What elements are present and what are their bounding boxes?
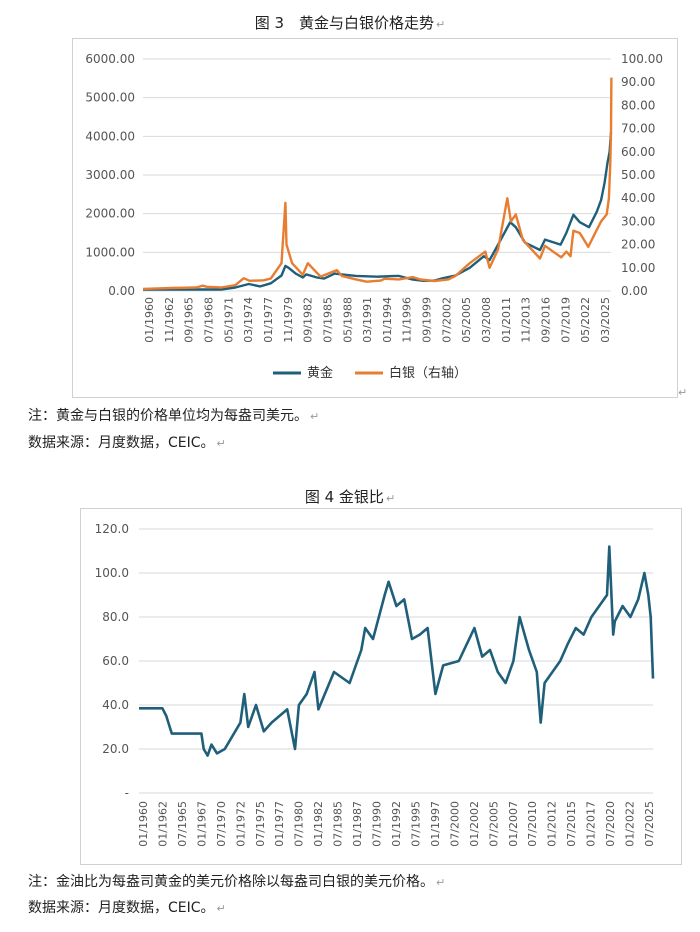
chart2-x-tick-8: 07/1980 [293,801,306,847]
chart2-x-tick-7: 01/1977 [273,801,286,847]
chart1-note: 注：黄金与白银的价格单位均为每盎司美元。 ↵ [28,408,320,424]
gold-silver-price-chart: 0.00 1000.00 2000.00 3000.00 4000.00 5000.00 6… [85,52,663,381]
chart2-y-tick-2: 40.0 [102,698,129,712]
chart2-note: 注：金油比为每盎司黄金的美元价格除以每盎司白银的美元价格。 ↵ [28,874,446,890]
ratio-series-line [139,545,655,757]
chart1-x-tick-8: 09/1982 [302,297,315,343]
chart1-caption: 图 3 黄金与白银价格走势 ↵ [254,14,446,32]
chart1-left-tick-1: 1000.00 [85,245,135,259]
chart2-y-tick-5: 100.0 [95,566,129,580]
chart2-x-tick-12: 07/1990 [371,801,384,847]
chart2-source: 数据来源：月度数据，CEIC。 ↵ [28,900,226,916]
chart2-x-tick-26: 07/2025 [643,801,656,847]
chart2-x-tick-24: 07/2020 [604,801,617,847]
chart1-x-tick-19: 11/2013 [520,297,533,343]
chart2-y-tick-4: 80.0 [102,610,129,624]
chart2-x-tick-4: 07/1970 [215,801,228,847]
chart1-right-tick-6: 60.00 [621,145,655,159]
chart2-y-tick-0: - [125,786,129,800]
chart2-x-tick-11: 01/1987 [351,801,364,847]
chart1-x-tick-5: 03/1974 [242,297,255,343]
chart2-x-tick-3: 01/1967 [195,801,208,847]
chart1-left-tick-4: 4000.00 [85,129,135,143]
chart1-x-tick-3: 07/1968 [202,297,215,343]
chart1-left-tick-6: 6000.00 [85,52,135,66]
chart1-x-tick-1: 11/1962 [163,297,176,343]
chart1-right-tick-0: 0.00 [621,284,648,298]
chart1-right-tick-2: 20.00 [621,238,655,252]
chart2-caption: 图 4 金银比 ↵ [304,488,396,506]
chart2-x-tick-9: 01/1982 [312,801,325,847]
chart1-x-tick-2: 09/1965 [183,297,196,343]
chart2-x-tick-14: 07/1995 [409,801,422,847]
chart1-right-tick-9: 90.00 [621,75,655,89]
chart1-right-tick-5: 50.00 [621,168,655,182]
chart1-right-tick-7: 70.00 [621,122,655,136]
chart1-right-tick-8: 80.00 [621,98,655,112]
chart1-x-tick-17: 03/2008 [480,297,493,343]
chart1-x-tick-13: 11/1996 [401,297,414,343]
chart2-x-tick-0: 01/1960 [137,801,150,847]
chart2-x-tick-5: 01/1972 [234,801,247,847]
return-mark: ↵ [678,386,688,399]
chart1-x-tick-4: 05/1971 [222,297,235,343]
chart1-x-tick-6: 01/1977 [262,297,275,343]
chart2-frame: - 20.0 40.0 60.0 80.0 100.0 120.0 01/1960 01/196… [80,508,682,865]
chart1-x-tick-10: 05/1988 [341,297,354,343]
chart2-y-tick-6: 120.0 [95,522,129,536]
chart1-right-tick-3: 30.00 [621,214,655,228]
chart1-left-tick-0: 0.00 [108,284,135,298]
chart2-y-tick-1: 20.0 [102,742,129,756]
chart1-source: 数据来源：月度数据，CEIC。 ↵ [28,435,226,451]
chart1-x-tick-21: 07/2019 [559,297,572,343]
chart2-x-tick-19: 01/2007 [507,801,520,847]
chart1-x-tick-23: 03/2025 [599,297,612,343]
chart2-x-tick-10: 07/1985 [332,801,345,847]
gold-series-line [142,132,613,291]
legend-gold-label: 黄金 [307,365,333,381]
chart2-x-tick-2: 07/1965 [176,801,189,847]
chart2-x-tick-13: 01/1992 [390,801,403,847]
chart2-x-tick-6: 07/1975 [254,801,267,847]
chart1-x-tick-16: 05/2005 [460,297,473,343]
gold-silver-ratio-chart: - 20.0 40.0 60.0 80.0 100.0 120.0 01/1960 01/196… [95,522,656,847]
chart1-x-tick-18: 01/2011 [500,297,513,343]
chart1-x-tick-9: 07/1985 [321,297,334,343]
chart2-x-tick-15: 01/1997 [429,801,442,847]
chart1-x-tick-14: 09/1999 [421,297,434,343]
chart2-x-tick-23: 01/2017 [585,801,598,847]
chart2-x-tick-21: 01/2012 [546,801,559,847]
legend-silver-label: 白银（右轴） [389,365,467,381]
chart2-x-tick-25: 01/2022 [624,801,637,847]
chart1-x-tick-11: 03/1991 [361,297,374,343]
chart1-left-tick-5: 5000.00 [85,91,135,105]
chart2-x-tick-22: 07/2015 [565,801,578,847]
chart1-left-tick-3: 3000.00 [85,168,135,182]
chart2-x-tick-18: 07/2005 [487,801,500,847]
chart2-y-tick-3: 60.0 [102,654,129,668]
chart1-x-tick-0: 01/1960 [143,297,156,343]
chart2-x-tick-20: 07/2010 [526,801,539,847]
chart1-x-tick-22: 05/2022 [579,297,592,343]
chart1-x-tick-20: 09/2016 [540,297,553,343]
chart1-x-tick-12: 01/1994 [381,297,394,343]
chart2-x-tick-17: 01/2002 [468,801,481,847]
silver-series-line [142,77,613,291]
chart1-left-tick-2: 2000.00 [85,207,135,221]
chart2-x-tick-16: 07/2000 [448,801,461,847]
chart1-x-tick-15: 07/2002 [440,297,453,343]
chart2-x-tick-1: 01/1962 [156,801,169,847]
chart1-right-tick-10: 100.00 [621,52,663,66]
chart1-right-tick-1: 10.00 [621,261,655,275]
chart1-right-tick-4: 40.00 [621,191,655,205]
chart1-frame: 0.00 1000.00 2000.00 3000.00 4000.00 5000.00 6… [72,38,678,398]
chart1-x-tick-7: 11/1979 [282,297,295,343]
